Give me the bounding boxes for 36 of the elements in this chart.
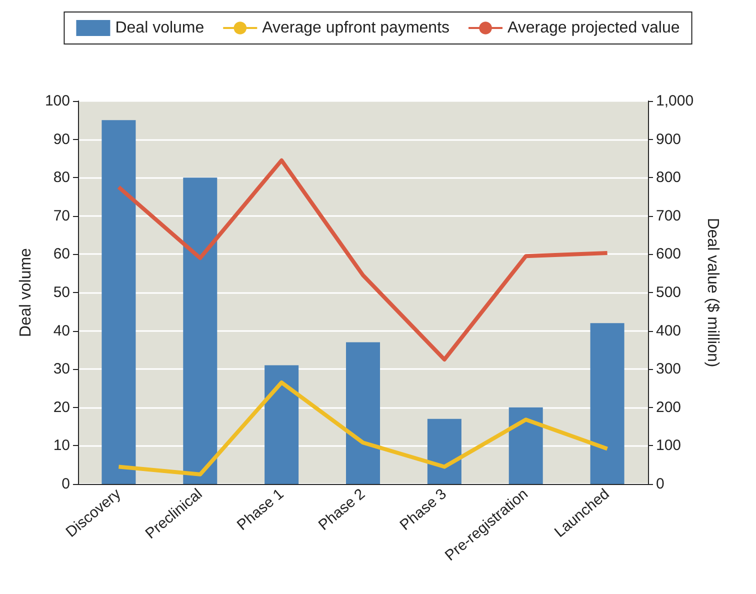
y2-tick-label: 900	[656, 130, 682, 148]
y2-tick-label: 600	[656, 246, 682, 263]
y2-tick-label: 1,000	[656, 92, 694, 110]
y-tick-label: 100	[44, 92, 70, 110]
y-tick-label: 10	[53, 437, 70, 454]
y2-tick-label: 700	[656, 207, 682, 224]
bar	[508, 407, 543, 484]
y-tick-label: 40	[53, 322, 70, 340]
y2-tick-label: 100	[656, 437, 682, 454]
legend-label: Deal volume	[115, 20, 204, 36]
bar	[346, 342, 380, 484]
y-tick-label: 0	[62, 476, 70, 492]
y2-tick-label: 500	[656, 284, 682, 301]
bar	[590, 323, 624, 484]
bar	[102, 120, 136, 484]
line-series	[116, 158, 610, 362]
y2-axis-title: Deal value ($ million)	[704, 218, 721, 368]
y2-tick-label: 300	[656, 360, 682, 378]
y-tick-label: 80	[53, 169, 70, 186]
bar	[264, 365, 299, 484]
bar	[183, 178, 218, 484]
y-tick-label: 50	[53, 284, 70, 301]
line-series	[116, 380, 610, 476]
y-tick-label: 70	[53, 207, 70, 224]
y-axis-title: Deal volume	[18, 248, 35, 337]
y2-tick-label: 800	[656, 169, 682, 186]
y2-tick-label: 200	[656, 398, 682, 416]
legend-label: Average upfront payments	[262, 20, 450, 36]
legend-label: Average projected value	[508, 20, 680, 36]
y2-tick-label: 400	[656, 322, 682, 340]
y-tick-label: 30	[53, 360, 70, 378]
y-tick-label: 20	[53, 398, 70, 416]
y2-tick-label: 0	[656, 476, 664, 492]
bar	[427, 418, 462, 484]
y-tick-label: 90	[53, 130, 70, 148]
y-tick-label: 60	[53, 246, 70, 263]
